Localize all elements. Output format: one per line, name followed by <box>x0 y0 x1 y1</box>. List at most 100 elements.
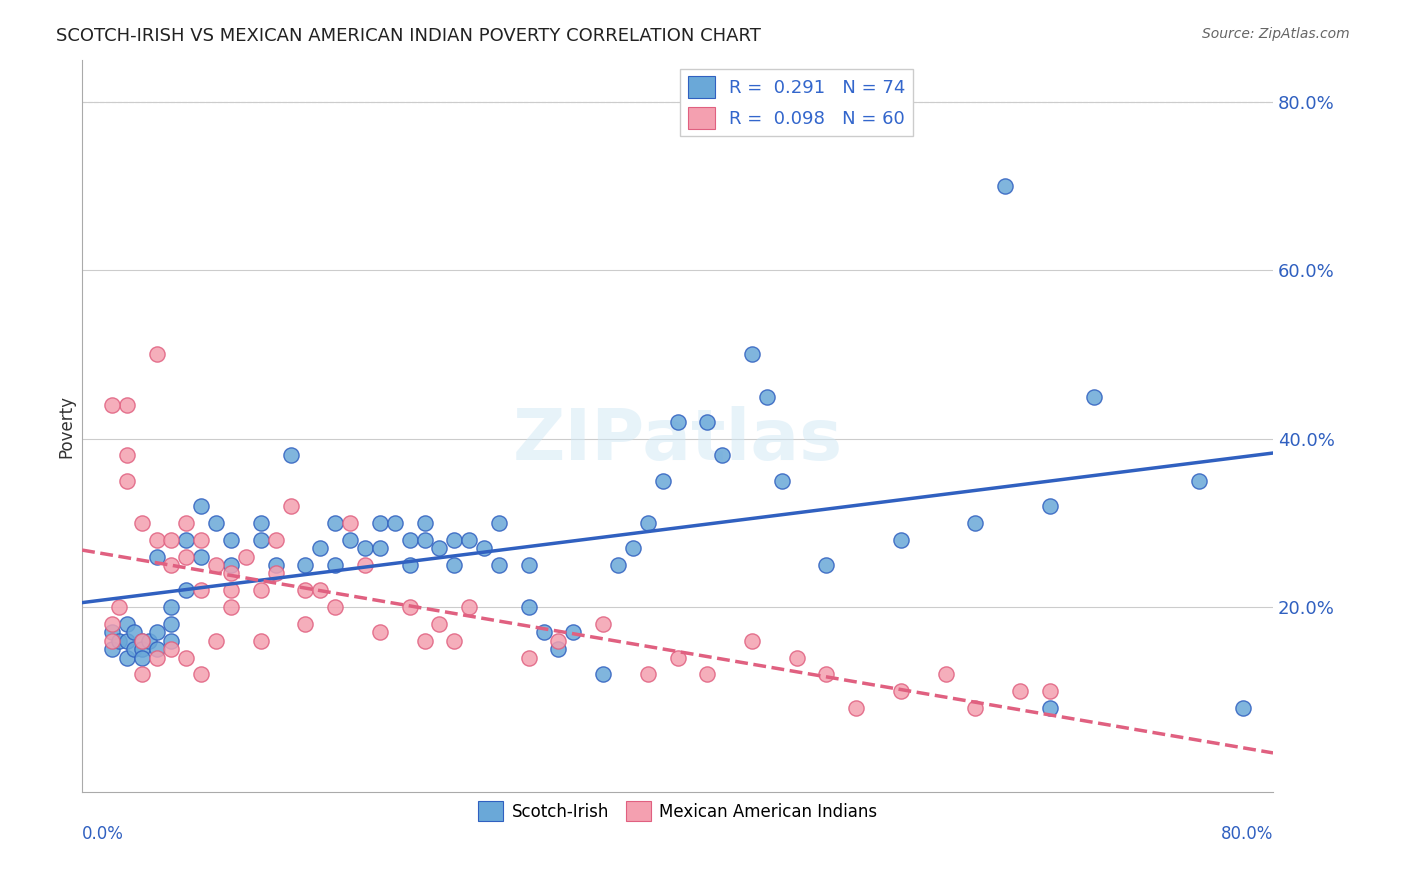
Point <box>458 600 481 615</box>
Point <box>607 558 630 572</box>
Point <box>131 650 153 665</box>
Point <box>339 516 361 530</box>
Point <box>205 558 228 572</box>
Y-axis label: Poverty: Poverty <box>58 394 75 458</box>
Point <box>131 667 153 681</box>
Point <box>815 558 838 572</box>
Point <box>413 633 436 648</box>
Point <box>190 549 212 564</box>
Point <box>1008 684 1031 698</box>
Point <box>368 516 391 530</box>
Point <box>339 533 361 547</box>
Point <box>1187 474 1209 488</box>
Point <box>890 533 912 547</box>
Point <box>205 516 228 530</box>
Point <box>115 449 138 463</box>
Text: ZIPatlas: ZIPatlas <box>513 406 842 475</box>
Point <box>190 583 212 598</box>
Point <box>160 633 183 648</box>
Point <box>368 625 391 640</box>
Point <box>249 533 271 547</box>
Point <box>160 616 183 631</box>
Point <box>160 533 183 547</box>
Point <box>145 625 167 640</box>
Point <box>264 566 287 581</box>
Point <box>264 558 287 572</box>
Text: SCOTCH-IRISH VS MEXICAN AMERICAN INDIAN POVERTY CORRELATION CHART: SCOTCH-IRISH VS MEXICAN AMERICAN INDIAN … <box>56 27 761 45</box>
Legend: Scotch-Irish, Mexican American Indians: Scotch-Irish, Mexican American Indians <box>471 795 883 828</box>
Point <box>666 415 689 429</box>
Point <box>145 549 167 564</box>
Point <box>108 633 131 648</box>
Point <box>1039 684 1062 698</box>
Point <box>517 600 540 615</box>
Point <box>160 558 183 572</box>
Point <box>1083 390 1105 404</box>
Point <box>934 667 956 681</box>
Point <box>637 516 659 530</box>
Point <box>190 499 212 513</box>
Point <box>651 474 673 488</box>
Point <box>219 533 242 547</box>
Point <box>145 533 167 547</box>
Point <box>398 600 420 615</box>
Point <box>205 633 228 648</box>
Point <box>176 583 198 598</box>
Text: 80.0%: 80.0% <box>1220 825 1272 844</box>
Point <box>890 684 912 698</box>
Point <box>115 474 138 488</box>
Point <box>160 600 183 615</box>
Point <box>294 616 316 631</box>
Point <box>786 650 808 665</box>
Point <box>145 347 167 361</box>
Point <box>249 633 271 648</box>
Point <box>429 541 451 556</box>
Point <box>115 616 138 631</box>
Point <box>472 541 495 556</box>
Point <box>145 650 167 665</box>
Point <box>219 566 242 581</box>
Point <box>294 583 316 598</box>
Point <box>488 558 510 572</box>
Point <box>398 533 420 547</box>
Point <box>443 533 465 547</box>
Point <box>176 516 198 530</box>
Point <box>429 616 451 631</box>
Text: Source: ZipAtlas.com: Source: ZipAtlas.com <box>1202 27 1350 41</box>
Point <box>696 667 718 681</box>
Point <box>815 667 838 681</box>
Point <box>323 558 346 572</box>
Point <box>309 583 332 598</box>
Point <box>323 516 346 530</box>
Point <box>770 474 793 488</box>
Point <box>294 558 316 572</box>
Point <box>176 549 198 564</box>
Point <box>235 549 257 564</box>
Point <box>488 516 510 530</box>
Point <box>547 633 569 648</box>
Point <box>965 516 987 530</box>
Point <box>249 516 271 530</box>
Point <box>994 178 1017 193</box>
Point <box>115 633 138 648</box>
Point <box>280 499 302 513</box>
Point <box>101 398 124 412</box>
Point <box>621 541 644 556</box>
Text: 0.0%: 0.0% <box>82 825 124 844</box>
Point <box>398 558 420 572</box>
Point <box>309 541 332 556</box>
Point <box>122 642 145 657</box>
Point <box>741 633 763 648</box>
Point <box>413 516 436 530</box>
Point <box>368 541 391 556</box>
Point <box>131 633 153 648</box>
Point <box>592 667 614 681</box>
Point <box>249 583 271 598</box>
Point <box>533 625 555 640</box>
Point <box>190 533 212 547</box>
Point <box>219 583 242 598</box>
Point <box>666 650 689 665</box>
Point <box>280 449 302 463</box>
Point <box>115 398 138 412</box>
Point <box>176 533 198 547</box>
